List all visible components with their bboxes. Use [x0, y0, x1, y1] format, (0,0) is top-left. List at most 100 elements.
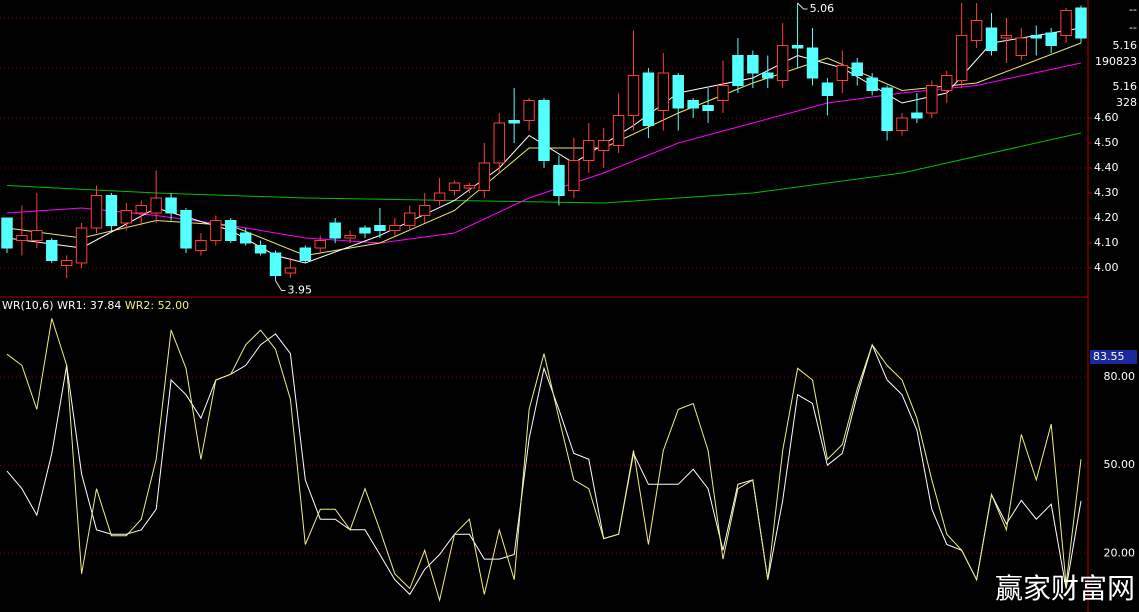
- candle-body: [299, 247, 312, 261]
- y-tick-label: 4.40: [1094, 161, 1119, 174]
- candle-body: [165, 197, 177, 214]
- candle-body: [926, 85, 938, 114]
- candle-body: [105, 195, 118, 226]
- candle-body: [508, 120, 520, 124]
- wr2-value: 52.00: [158, 299, 190, 312]
- candle-body: [762, 72, 774, 79]
- side-label: 5.16: [1113, 80, 1138, 93]
- candle-body: [1030, 35, 1042, 39]
- candle-body: [60, 260, 73, 266]
- candle-body: [836, 65, 849, 81]
- wr1-value: 37.84: [90, 299, 122, 312]
- candle-body: [1045, 32, 1057, 46]
- candle-body: [806, 47, 819, 79]
- candle-body: [150, 197, 162, 214]
- y-tick-label: 4.30: [1094, 186, 1119, 199]
- candle-body: [612, 115, 625, 146]
- y-tick-label: 4.20: [1094, 211, 1119, 224]
- candle-body: [1060, 10, 1072, 36]
- annotation-label: 3.95: [288, 284, 313, 297]
- candle-body: [284, 267, 297, 274]
- candle-body: [776, 45, 789, 81]
- candle-body: [46, 240, 58, 261]
- candle-body: [448, 182, 461, 191]
- moving-average: [6, 132, 1082, 204]
- candle-body: [225, 220, 237, 241]
- candle-body: [1000, 35, 1013, 39]
- candle-body: [881, 87, 893, 131]
- annotation-arrow: [797, 2, 808, 10]
- candle-body: [583, 140, 595, 161]
- candle-body: [747, 55, 759, 74]
- candle-body: [672, 75, 684, 109]
- candle-body: [866, 77, 878, 91]
- candle-body: [955, 35, 968, 81]
- candle-body: [31, 230, 43, 241]
- candle-body: [970, 20, 983, 41]
- candle-body: [657, 72, 670, 111]
- candle-body: [90, 195, 103, 229]
- candle-body: [344, 235, 356, 239]
- candle-body: [896, 117, 908, 131]
- side-label: --: [1129, 3, 1137, 16]
- candle-body: [941, 75, 953, 91]
- candle-body: [16, 235, 28, 241]
- candle-body: [478, 162, 491, 191]
- candle-body: [359, 227, 371, 234]
- side-label: 328: [1116, 96, 1137, 109]
- wr1-name: WR1:: [57, 299, 86, 312]
- candle-body: [75, 227, 88, 264]
- candle-body: [523, 100, 535, 121]
- side-label: 5.16: [1113, 39, 1138, 52]
- annotation-arrow: [275, 280, 286, 291]
- candle-body: [642, 72, 655, 126]
- watermark: 赢家财富网: [995, 572, 1135, 605]
- candle-body: [433, 192, 446, 201]
- candle-body: [269, 252, 282, 276]
- y-tick-label: 4.60: [1094, 111, 1119, 124]
- candle-body: [1, 217, 13, 249]
- candle-body: [1075, 7, 1087, 39]
- candle-body: [1015, 37, 1028, 56]
- candle-body: [538, 100, 550, 161]
- candle-body: [553, 165, 565, 196]
- candle-body: [702, 105, 714, 111]
- candle-body: [329, 222, 341, 239]
- side-label: 190823: [1095, 55, 1137, 68]
- candle-body: [687, 100, 699, 109]
- wr2-name: WR2:: [125, 299, 154, 312]
- candle-body: [732, 55, 744, 86]
- wr-header: WR(10,6) WR1: 37.84 WR2: 52.00: [2, 299, 189, 312]
- candle-body: [239, 232, 252, 244]
- candle-body: [493, 122, 505, 164]
- candle-body: [851, 62, 863, 76]
- candle-body: [120, 210, 133, 224]
- candle-body: [985, 27, 998, 51]
- candle-body: [135, 205, 147, 214]
- wr-line: [6, 318, 1082, 603]
- candle-body: [717, 85, 729, 101]
- candle-body: [568, 160, 580, 191]
- y-tick-label: 4.00: [1094, 261, 1119, 274]
- y-tick-label: 20.00: [1104, 546, 1136, 559]
- candle-body: [463, 185, 476, 189]
- candle-body: [597, 140, 610, 151]
- candle-body: [314, 240, 326, 249]
- cursor-box: [1090, 350, 1137, 364]
- candle-body: [404, 212, 416, 226]
- candle-body: [210, 220, 222, 241]
- candle-body: [627, 75, 640, 116]
- candle-body: [911, 112, 923, 119]
- annotation-label: 5.06: [810, 2, 835, 15]
- wr-line: [6, 333, 1082, 596]
- y-tick-label: 50.00: [1104, 458, 1136, 471]
- candle-body: [791, 45, 804, 49]
- candle-body: [195, 240, 207, 251]
- cursor-label: 83.55: [1093, 350, 1125, 363]
- wr-title: WR(10,6): [2, 299, 54, 312]
- candle-body: [180, 210, 192, 249]
- y-tick-label: 4.50: [1094, 136, 1119, 149]
- candle-body: [389, 225, 401, 231]
